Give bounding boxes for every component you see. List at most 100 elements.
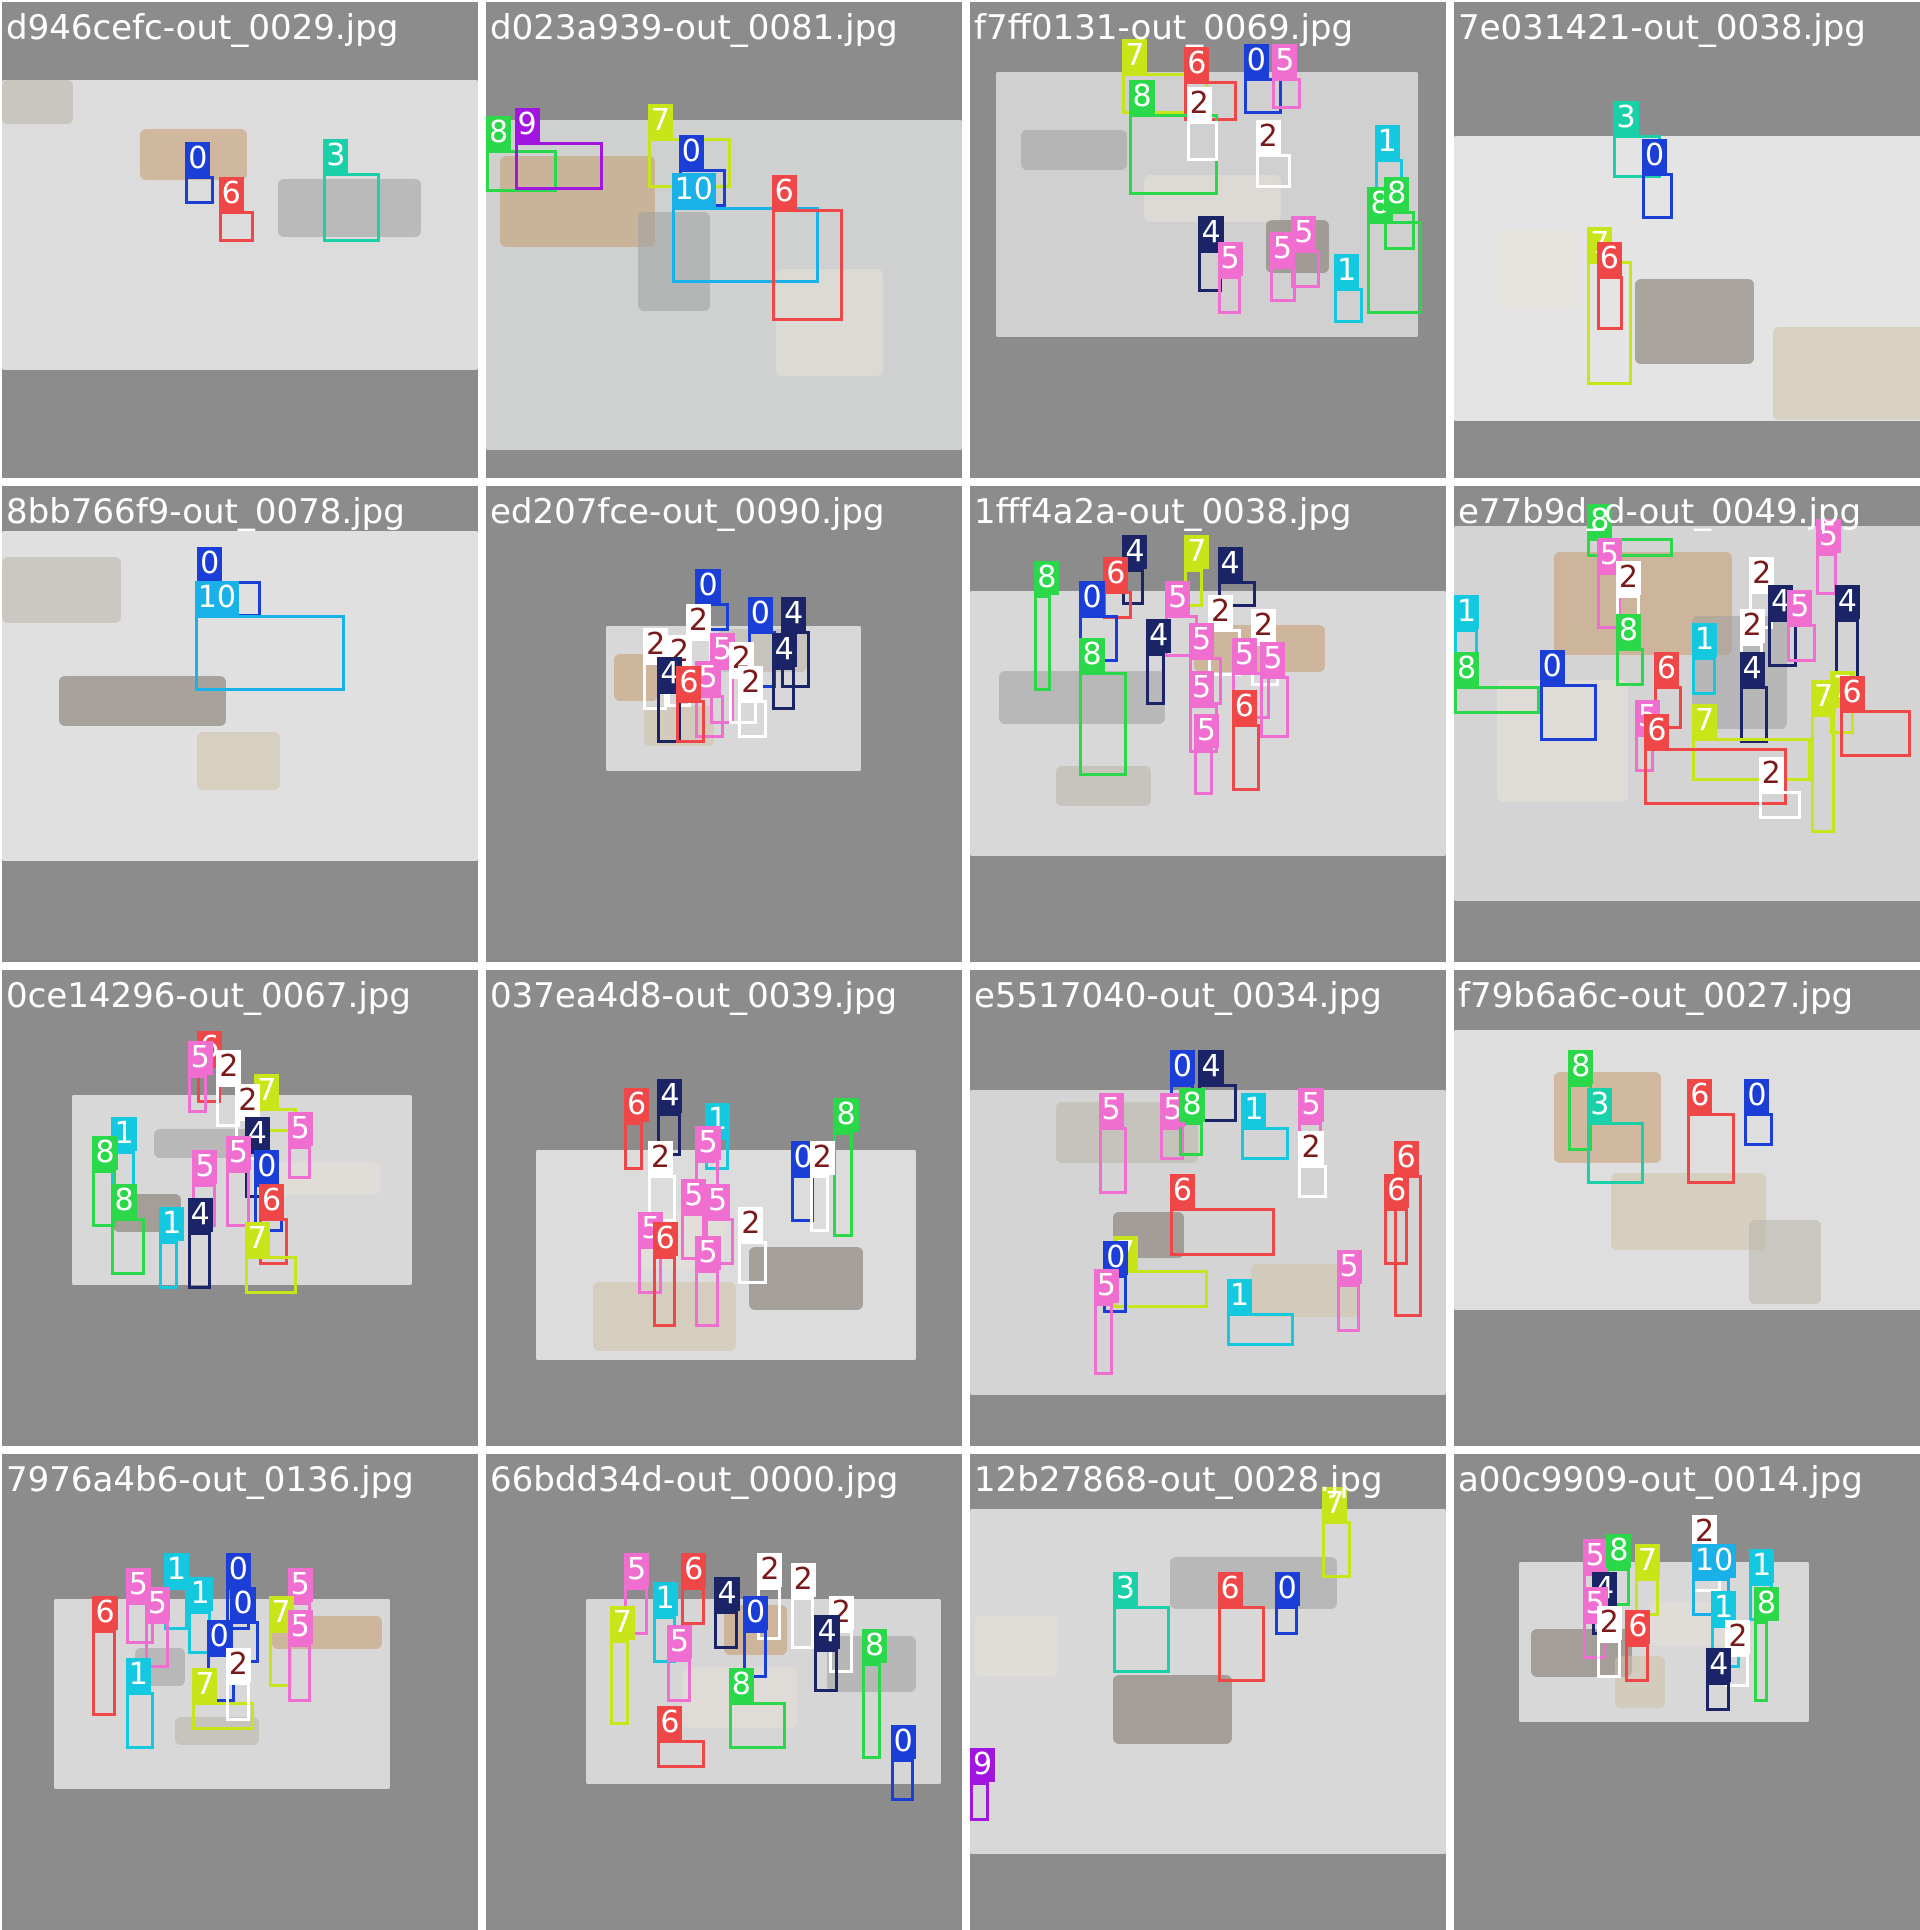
class-label: 0 [1243,44,1269,79]
image-tile: 66bdd34d-out_0000.jpg 5 6 2 2 7 1 4 0 2 4 8 5 8 6 0 [486,1454,962,1930]
class-label: 5 [187,1040,213,1075]
class-label: 4 [1834,585,1860,620]
bounding-box-class-6 [1217,1606,1266,1683]
bounding-box-class-6 [1231,724,1261,791]
class-label: 2 [1186,87,1212,121]
bounding-box-class-6 [652,1255,677,1327]
class-label: 0 [1274,1572,1300,1607]
class-label: 4 [781,597,807,632]
class-label: 8 [862,1629,888,1664]
bounding-box-class-8 [1034,595,1051,691]
class-label: 2 [1250,609,1276,644]
bounding-box-class-1 [159,1241,179,1289]
class-label: 4 [187,1197,213,1232]
class-label: 7 [268,1596,294,1631]
bounding-box-class-3 [1112,1606,1170,1673]
image-tile: e5517040-out_0034.jpg0455815266670155 [970,970,1446,1446]
class-label: 1 [1334,253,1360,288]
class-label: 5 [1582,1539,1608,1573]
class-label: 4 [657,1078,683,1113]
bounding-box-class-5 [225,1169,250,1228]
class-label: 6 [1217,1572,1243,1607]
bounding-box-class-2 [225,1682,250,1721]
bounding-box-class-8 [728,1701,786,1750]
class-label: 2 [685,604,711,639]
class-label: 9 [970,1748,996,1783]
class-label: 6 [1644,713,1670,748]
bounding-box-class-0 [790,1174,815,1223]
class-label: 8 [728,1667,754,1702]
bounding-box-class-5 [1815,552,1838,596]
class-label: 8 [1079,637,1105,672]
class-label: 7 [1184,535,1210,570]
class-label: 5 [1260,642,1286,677]
bounding-box-class-5 [1269,266,1297,302]
image-tile: 037ea4d8-out_0039.jpg 6 4 1 8 5 2 0 2 5 5 2 5 6 5 [486,970,962,1446]
bounding-box-class-7 [192,1701,255,1731]
photo-area [2,531,478,861]
class-label: 4 [1706,1648,1732,1683]
class-label: 1 [163,1553,189,1588]
class-label: 10 [194,580,239,615]
class-label: 6 [771,175,797,210]
bounding-box-class-8 [862,1663,882,1759]
class-label: 1 [111,1116,137,1151]
class-label: 4 [1739,651,1765,686]
class-label: 2 [216,1050,242,1085]
bounding-box-class-7 [244,1255,298,1294]
scene-object [1611,1172,1766,1250]
bounding-box-class-6 [218,211,255,243]
class-label: 5 [704,1183,731,1218]
class-label: 8 [1568,1050,1594,1085]
class-label: 10 [1692,1543,1737,1578]
class-label: 10 [671,172,716,207]
bounding-box-class-6 [624,1122,644,1170]
class-label: 7 [244,1221,270,1256]
class-label: 2 [790,1562,816,1597]
class-label: 0 [743,1596,769,1631]
bounding-box-class-6 [681,1587,705,1626]
class-label: 7 [1634,1543,1660,1578]
bounding-box-class-2 [1298,1165,1327,1199]
class-label: 0 [1103,1240,1129,1275]
class-label: 3 [1587,1088,1613,1123]
bounding-box-class-0 [890,1758,915,1802]
scene-object [1496,230,1581,309]
tile-filename: d946cefc-out_0029.jpg [6,8,399,48]
scene-object [974,1615,1059,1677]
class-label: 2 [738,1207,764,1242]
bounding-box-class-7 [1112,1269,1208,1308]
class-label: 5 [225,1135,251,1170]
class-label: 2 [1298,1131,1324,1166]
image-tile: e77b9d_d-out_0049.jpg8552124548120864765… [1454,486,1920,962]
scene-object [1112,1674,1232,1744]
scene-object [1169,1557,1337,1610]
class-label: 1 [1749,1548,1775,1583]
class-label: 4 [1198,1050,1224,1085]
photo-area [1454,136,1920,421]
class-label: 5 [1815,518,1841,553]
class-label: 8 [1753,1586,1779,1621]
class-label: 7 [609,1605,635,1640]
class-label: 6 [1596,241,1622,276]
bounding-box-class-2 [809,1174,829,1232]
bounding-box-class-6 [92,1630,117,1716]
class-label: 6 [676,666,702,701]
bounding-box-class-5 [287,1146,312,1180]
bounding-box-class-6 [1839,709,1911,758]
tile-filename: ed207fce-out_0090.jpg [490,492,885,532]
class-label: 0 [890,1724,916,1759]
tile-filename: 1fff4a2a-out_0038.jpg [974,492,1352,532]
class-label: 6 [1625,1610,1651,1645]
bounding-box-class-1 [125,1692,155,1750]
class-label: 5 [1298,1088,1324,1123]
class-label: 0 [1169,1050,1195,1085]
scene-object [59,676,226,726]
class-label: 5 [1098,1093,1124,1128]
bounding-box-class-0 [1274,1606,1299,1635]
tile-filename: 037ea4d8-out_0039.jpg [490,976,898,1016]
class-label: 8 [1606,1534,1632,1569]
bounding-box-class-8 [1384,211,1416,250]
bounding-box-class-4 [1739,685,1769,744]
